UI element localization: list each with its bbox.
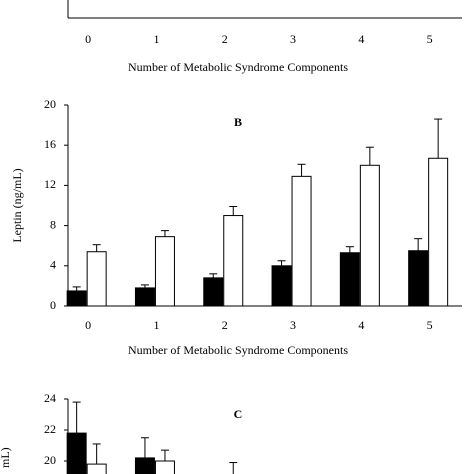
x-tick-label: 2 xyxy=(222,32,228,46)
error-bar xyxy=(229,206,238,216)
x-axis-label: Number of Metabolic Syndrome Components xyxy=(128,60,348,74)
error-bar xyxy=(229,462,238,474)
y-axis-label: Leptin (ng/mL) xyxy=(10,168,24,242)
y-tick-label: 8 xyxy=(50,217,56,231)
x-tick-label: 1 xyxy=(153,318,159,332)
y-tick-label: 12 xyxy=(44,177,56,191)
x-tick-label: 5 xyxy=(427,32,433,46)
error-bar xyxy=(434,118,443,159)
error-bar xyxy=(140,284,149,288)
error-bar xyxy=(414,238,423,251)
error-bar xyxy=(92,244,101,252)
bar xyxy=(408,250,429,307)
error-bar xyxy=(72,401,81,434)
x-tick-label: 2 xyxy=(222,318,228,332)
error-bar xyxy=(345,246,354,253)
bar xyxy=(134,287,155,307)
y-tick-label: 22 xyxy=(44,422,56,436)
error-bar xyxy=(72,286,81,291)
bar xyxy=(134,457,155,474)
panel-label: C xyxy=(234,407,243,421)
error-bar xyxy=(365,146,374,166)
y-tick-label: 20 xyxy=(44,453,56,467)
panel-label: B xyxy=(234,115,242,129)
bar xyxy=(291,175,312,307)
error-bar xyxy=(297,163,306,177)
error-bar xyxy=(92,443,101,465)
x-tick-label: 0 xyxy=(85,32,91,46)
bar xyxy=(154,460,175,474)
error-bar xyxy=(140,437,149,458)
y-tick-label: 20 xyxy=(44,97,56,111)
bar xyxy=(154,236,175,307)
x-tick-label: 3 xyxy=(290,32,296,46)
bar xyxy=(66,290,87,307)
x-tick-label: 0 xyxy=(85,318,91,332)
x-tick-label: 4 xyxy=(358,318,364,332)
bar xyxy=(86,463,107,474)
x-tick-label: 3 xyxy=(290,318,296,332)
y-tick-label: 4 xyxy=(50,258,56,272)
bar xyxy=(66,432,87,474)
y-tick-label: 16 xyxy=(44,137,56,151)
y-axis-label: mL) xyxy=(0,447,12,468)
x-axis-label: Number of Metabolic Syndrome Components xyxy=(128,343,348,357)
y-tick-label: 0 xyxy=(50,298,56,312)
error-bar xyxy=(160,230,169,237)
bar xyxy=(359,164,380,307)
x-tick-label: 5 xyxy=(427,318,433,332)
bar xyxy=(271,265,292,307)
bar xyxy=(428,157,449,307)
error-bar xyxy=(277,260,286,266)
error-bar xyxy=(209,273,218,278)
error-bar xyxy=(160,449,169,461)
y-tick-label: 24 xyxy=(44,391,56,405)
bar xyxy=(339,252,360,307)
bar xyxy=(203,277,224,307)
bar xyxy=(223,215,244,307)
bar xyxy=(86,251,107,307)
x-tick-label: 4 xyxy=(358,32,364,46)
x-tick-label: 1 xyxy=(153,32,159,46)
